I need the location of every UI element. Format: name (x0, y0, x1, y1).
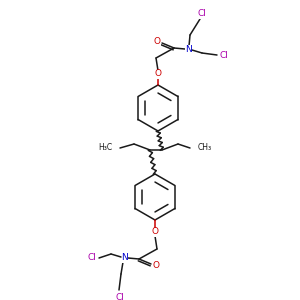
Text: CH₃: CH₃ (198, 143, 212, 152)
Text: Cl: Cl (116, 292, 124, 300)
Text: N: N (122, 254, 128, 262)
Text: O: O (152, 260, 160, 269)
Text: N: N (184, 44, 191, 53)
Text: Cl: Cl (88, 254, 96, 262)
Text: O: O (152, 227, 158, 236)
Text: Cl: Cl (198, 10, 206, 19)
Text: O: O (154, 38, 160, 46)
Text: Cl: Cl (220, 50, 228, 59)
Text: O: O (154, 70, 161, 79)
Text: H₃C: H₃C (98, 143, 112, 152)
